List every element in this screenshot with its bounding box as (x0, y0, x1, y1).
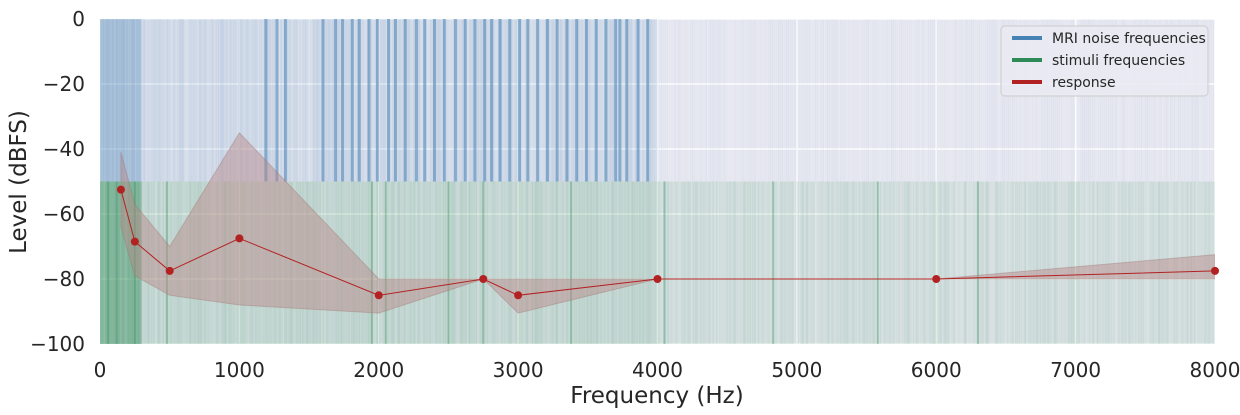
y-axis-title: Level (dBFS) (6, 110, 32, 254)
response-confidence-band (120, 131, 1215, 314)
legend-label-response: response (1052, 75, 1116, 91)
x-tick-label: 3000 (493, 358, 544, 382)
response-point (165, 266, 174, 275)
legend: MRI noise frequencies stimuli frequencie… (1000, 25, 1209, 97)
x-tick-label: 0 (94, 358, 107, 382)
legend-label-mri: MRI noise frequencies (1052, 31, 1206, 47)
response-point (374, 291, 383, 300)
y-tick-label: −40 (43, 137, 85, 161)
response-point (932, 275, 941, 283)
x-tick-label: 6000 (911, 358, 962, 382)
mri-noise-frequency-band (100, 19, 1215, 182)
response-point (1211, 266, 1219, 275)
response-band-area (120, 131, 1215, 314)
y-tick-label: 0 (72, 7, 85, 31)
x-tick-label: 2000 (353, 358, 404, 382)
x-tick-label: 5000 (771, 358, 822, 382)
legend-label-stimuli: stimuli frequencies (1052, 53, 1185, 69)
x-tick-label: 8000 (1190, 358, 1240, 382)
x-axis-title: Frequency (Hz) (570, 383, 743, 409)
response-point (235, 234, 244, 243)
x-axis-tick-labels: 0 1000 2000 3000 4000 5000 6000 7000 8000 (94, 358, 1240, 382)
response-point (479, 275, 488, 283)
stimuli-frequency-band (100, 181, 1215, 344)
response-point (653, 275, 662, 283)
legend-box (1000, 25, 1209, 97)
y-tick-label: −20 (43, 72, 85, 96)
y-tick-label: −60 (43, 202, 85, 226)
x-tick-label: 7000 (1050, 358, 1101, 382)
y-tick-label: −100 (30, 332, 85, 356)
y-tick-label: −80 (43, 267, 85, 291)
x-tick-label: 4000 (632, 358, 683, 382)
response-point (130, 237, 139, 246)
y-axis-tick-labels: 0 −20 −40 −60 −80 −100 (30, 7, 85, 356)
response-point (116, 185, 125, 194)
response-line (120, 189, 1215, 296)
response-point (514, 291, 523, 300)
x-tick-label: 1000 (214, 358, 265, 382)
response-points (116, 185, 1219, 300)
response-series-line (120, 189, 1215, 296)
